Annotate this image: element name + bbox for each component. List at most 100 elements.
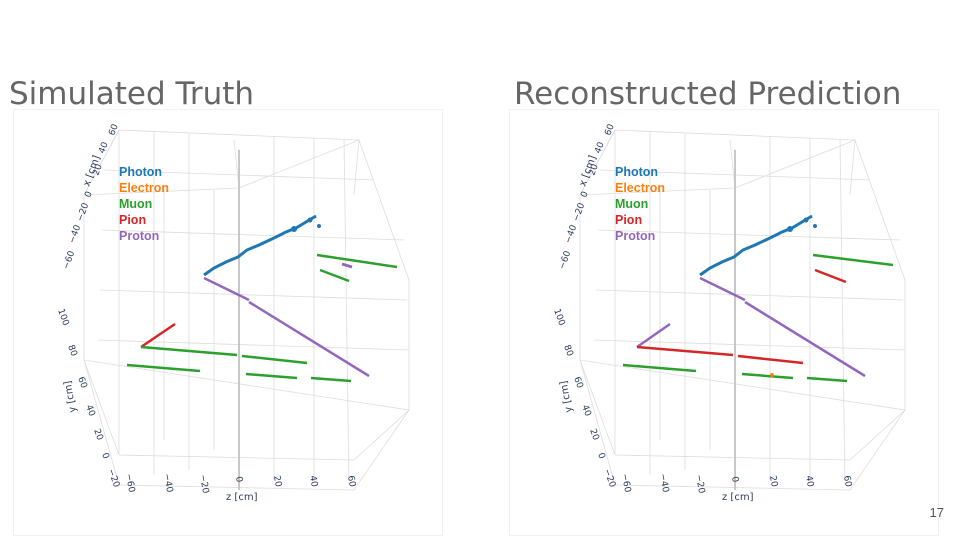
y-axis-title: y [cm] (559, 380, 575, 414)
legend-item-muon[interactable]: Muon (615, 197, 649, 211)
z-axis-ticks: −60 −40 −20 0 20 40 60 z [cm] (619, 473, 853, 503)
photon-hit (803, 217, 809, 223)
y-tick: 100 (55, 308, 70, 328)
particle-tracks (126, 214, 398, 383)
proton-track-2 (744, 300, 866, 378)
muon-track-4 (245, 372, 298, 380)
prediction-3d-plot[interactable]: 60 40 20 0 −20 −40 −60 x [cm] 100 80 60 … (510, 110, 938, 535)
y-tick: 80 (561, 344, 574, 358)
x-tick: −20 (571, 202, 587, 224)
pion-track-1 (140, 322, 176, 349)
z-tick: 20 (767, 475, 779, 488)
muon-track-3 (622, 363, 697, 373)
muon-track-5 (806, 376, 848, 383)
proton-track-3 (341, 262, 353, 269)
legend: Photon Electron Muon Pion Proton (119, 164, 169, 244)
x-tick: 0 (83, 190, 94, 199)
x-tick: −60 (61, 250, 77, 272)
z-tick: −40 (161, 473, 174, 494)
y-axis-ticks: 100 80 60 40 20 0 −20 y [cm] (551, 308, 617, 490)
y-tick: −20 (105, 468, 121, 490)
photon-hit (291, 226, 297, 232)
y-axis-ticks: 100 80 60 40 20 0 −20 y [cm] (55, 308, 121, 490)
pion-track-1 (636, 345, 734, 357)
z-tick: 40 (803, 475, 815, 488)
y-tick: 0 (595, 452, 606, 461)
x-tick: −40 (67, 224, 83, 246)
legend-item-electron[interactable]: Electron (119, 181, 170, 195)
z-axis-title: z [cm] (226, 492, 258, 503)
x-tick: 60 (107, 123, 120, 137)
muon-track-6 (316, 253, 398, 269)
muon-track-1 (140, 345, 238, 357)
legend-item-pion[interactable]: Pion (615, 213, 643, 227)
legend-item-muon[interactable]: Muon (119, 197, 153, 211)
y-axis-title: y [cm] (63, 380, 79, 414)
legend-item-electron[interactable]: Electron (615, 181, 666, 195)
z-tick: −20 (693, 474, 706, 495)
muon-track-7 (319, 268, 350, 283)
truth-3d-plot[interactable]: 60 40 20 0 −20 −40 −60 x [cm] 100 80 60 … (14, 110, 442, 535)
z-tick: 20 (271, 475, 283, 488)
muon-track-2 (241, 354, 308, 365)
muon-track-6 (812, 253, 894, 267)
x-tick: 20 (587, 163, 600, 177)
z-tick: 0 (233, 476, 244, 484)
photon-hit (787, 226, 793, 232)
x-tick: 0 (579, 190, 590, 199)
x-tick: 40 (97, 141, 110, 155)
x-tick: 60 (603, 123, 616, 137)
slide-page-number: 17 (929, 505, 944, 520)
z-tick: 60 (345, 475, 357, 488)
z-tick: −60 (619, 473, 632, 494)
legend-item-proton[interactable]: Proton (119, 229, 160, 243)
y-tick: 20 (91, 428, 104, 442)
y-tick: −20 (601, 468, 617, 490)
z-tick: −40 (657, 473, 670, 494)
proton-track-1 (699, 276, 746, 302)
x-tick: 40 (593, 141, 606, 155)
proton-track-2 (248, 300, 370, 378)
x-tick: −60 (557, 250, 573, 272)
photon-hit (307, 217, 313, 223)
legend: Photon Electron Muon Pion Proton (615, 164, 665, 244)
z-axis-title: z [cm] (722, 492, 754, 503)
pion-track-3 (814, 268, 847, 284)
x-axis-ticks: 60 40 20 0 −20 −40 −60 x [cm] (61, 123, 120, 271)
photon-track (699, 214, 813, 277)
legend-item-proton[interactable]: Proton (615, 229, 656, 243)
x-axis-ticks: 60 40 20 0 −20 −40 −60 x [cm] (557, 123, 616, 271)
z-tick: −20 (197, 474, 210, 495)
y-tick: 0 (99, 452, 110, 461)
pion-track-2 (737, 354, 804, 365)
photon-track (203, 214, 317, 277)
left-panel-title: Simulated Truth (9, 76, 255, 112)
y-tick: 20 (587, 428, 600, 442)
prediction-3d-scene[interactable]: 60 40 20 0 −20 −40 −60 x [cm] 100 80 60 … (510, 110, 938, 535)
z-tick: 40 (307, 475, 319, 488)
z-axis-ticks: −60 −40 −20 0 20 40 60 z [cm] (123, 473, 357, 503)
legend-item-photon[interactable]: Photon (615, 165, 659, 179)
legend-item-pion[interactable]: Pion (119, 213, 147, 227)
particle-tracks (622, 214, 894, 383)
x-tick: −20 (75, 202, 91, 224)
photon-hit (317, 224, 321, 228)
proton-track-1 (203, 276, 250, 302)
y-tick: 40 (83, 404, 96, 418)
y-tick: 40 (579, 404, 592, 418)
truth-3d-scene[interactable]: 60 40 20 0 −20 −40 −60 x [cm] 100 80 60 … (14, 110, 442, 535)
y-tick: 60 (75, 376, 88, 390)
z-tick: 0 (729, 476, 740, 484)
y-tick: 100 (551, 308, 566, 328)
x-tick: −40 (563, 224, 579, 246)
muon-track-5 (310, 376, 352, 383)
photon-hit (813, 224, 817, 228)
legend-item-photon[interactable]: Photon (119, 165, 163, 179)
muon-track-3 (126, 363, 201, 373)
proton-track-3 (636, 322, 671, 349)
y-tick: 80 (65, 344, 78, 358)
electron-hit (770, 373, 774, 377)
x-tick: 20 (91, 163, 104, 177)
right-panel-title: Reconstructed Prediction (514, 76, 902, 112)
z-tick: 60 (841, 475, 853, 488)
